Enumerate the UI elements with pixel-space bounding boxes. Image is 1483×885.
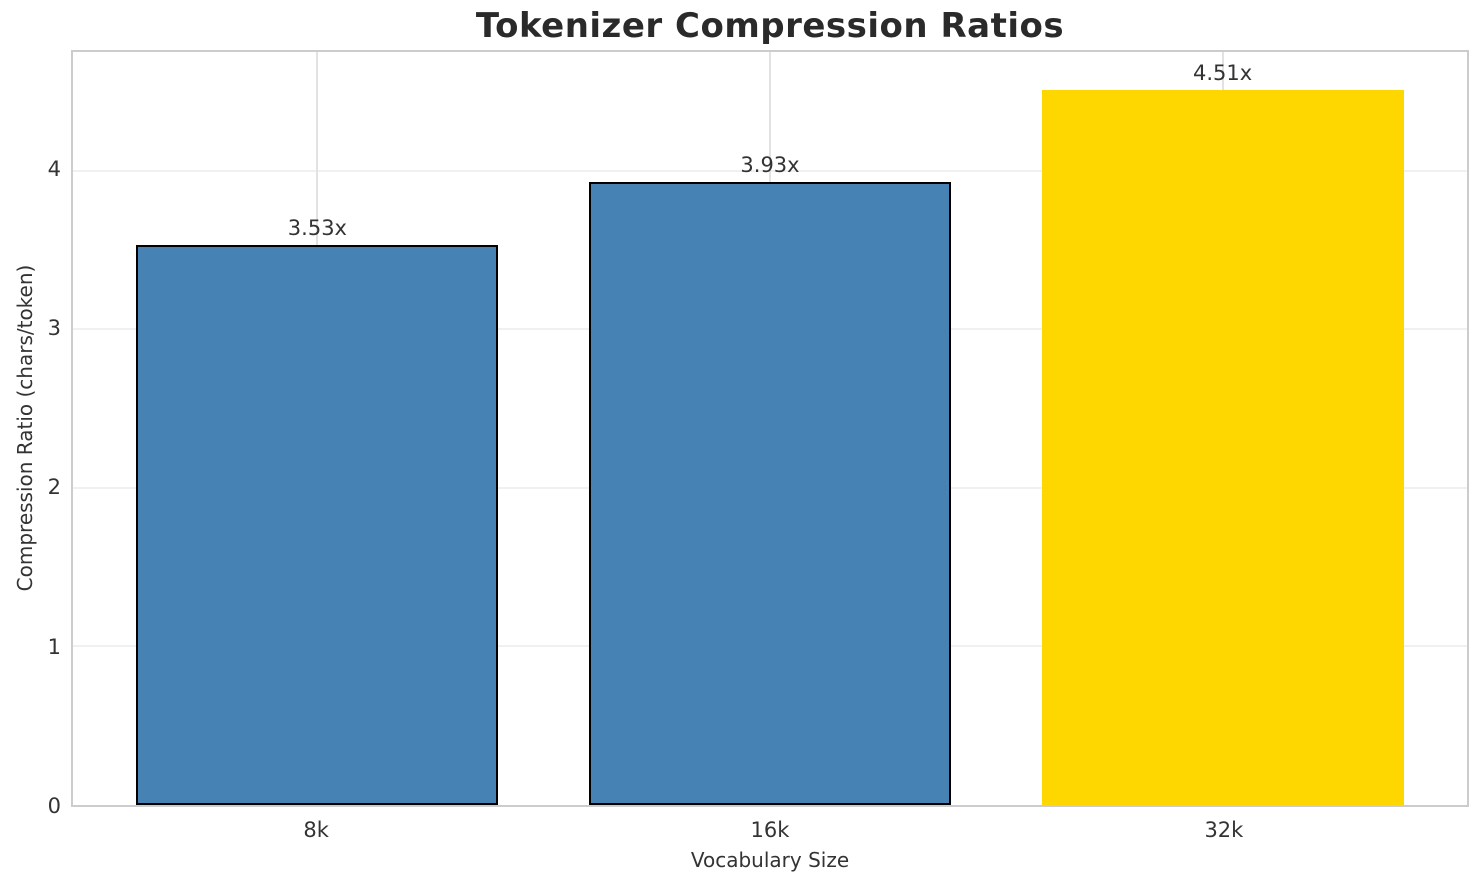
y-tick-label: 4	[47, 156, 61, 181]
bar-value-label: 3.93x	[740, 153, 800, 177]
y-axis-label: Compression Ratio (chars/token)	[13, 264, 37, 592]
bar-16k	[588, 182, 952, 805]
bar-32k	[1041, 90, 1404, 805]
y-tick-label: 3	[47, 315, 61, 340]
x-axis-label: Vocabulary Size	[690, 848, 850, 872]
x-tick-label: 32k	[1204, 818, 1244, 842]
bar-value-label: 4.51x	[1193, 61, 1253, 86]
y-tick-label: 0	[47, 794, 61, 818]
y-tick-label: 2	[47, 475, 61, 500]
y-tick-label: 1	[47, 634, 61, 659]
chart-title: Tokenizer Compression Ratios	[475, 6, 1065, 46]
x-tick-label: 16k	[750, 818, 790, 842]
plot-area: 3.53x 3.93x 4.51x	[71, 50, 1469, 807]
bar-8k	[136, 245, 499, 805]
bar-value-label: 3.53x	[287, 216, 347, 241]
x-tick-label: 8k	[303, 818, 329, 842]
